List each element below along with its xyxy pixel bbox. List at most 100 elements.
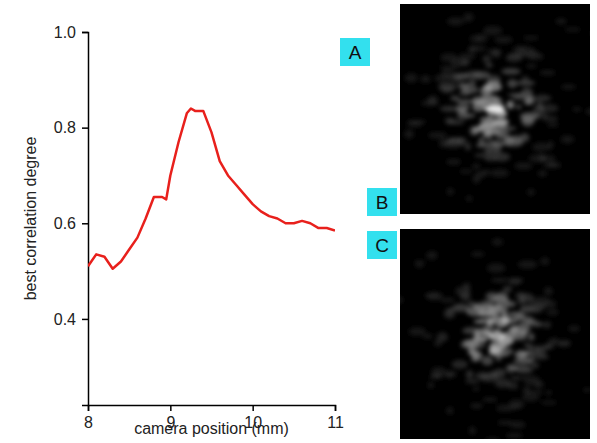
speckle: [465, 379, 480, 383]
speckle: [488, 112, 501, 118]
speckle: [507, 79, 517, 88]
x-tick-mark: [252, 405, 254, 411]
speckle: [405, 74, 418, 83]
speckle: [534, 95, 551, 102]
y-tick: 0.4: [54, 311, 88, 328]
speckle: [561, 84, 576, 89]
speckle: [490, 169, 509, 178]
y-tick-label: 1.0: [54, 24, 76, 41]
y-axis: 0.4 0.6 0.8 1.0: [54, 24, 89, 406]
speckle: [440, 298, 455, 303]
speckle: [446, 407, 453, 415]
speckle: [521, 375, 540, 381]
speckle: [515, 104, 521, 110]
speckle: [462, 327, 482, 335]
speckle: [510, 333, 522, 339]
speckle: [541, 400, 557, 404]
speckle: [468, 80, 476, 88]
y-tick-label: 0.6: [54, 215, 76, 232]
speckle: [530, 112, 549, 118]
speckle: [427, 96, 435, 105]
speckle: [485, 63, 492, 68]
speckle: [420, 75, 430, 83]
speckle: [546, 309, 558, 315]
y-tick: 0.8: [54, 119, 88, 136]
axis-line: [89, 406, 336, 412]
speckle: [470, 35, 482, 43]
speckle: [473, 386, 479, 391]
data-line: [88, 109, 335, 269]
speckle: [527, 189, 535, 196]
speckle: [472, 164, 480, 170]
speckle: [537, 345, 555, 349]
speckle: [522, 393, 540, 401]
speckle: [539, 70, 556, 76]
speckle: [538, 170, 547, 177]
panel-label: B: [367, 188, 397, 216]
speckle: [487, 49, 502, 54]
speckle: [529, 154, 547, 162]
speckle: [507, 382, 518, 390]
panel-label-text: A: [349, 42, 362, 63]
x-tick-label: 11: [327, 414, 344, 431]
speckle: [460, 169, 473, 173]
speckle: [505, 138, 524, 147]
speckle: [466, 195, 472, 201]
speckle: [481, 356, 493, 365]
speckle: [543, 321, 551, 328]
speckle: [488, 332, 505, 341]
speckle: [586, 107, 590, 116]
speckle: [466, 370, 474, 379]
speckle: [460, 340, 470, 348]
speckle: [493, 316, 500, 322]
speckle: [408, 119, 427, 124]
speckle: [456, 99, 474, 103]
panel-label-text: C: [375, 235, 389, 256]
speckle: [524, 381, 542, 386]
panel-label: C: [367, 231, 397, 259]
speckle: [471, 351, 482, 357]
speckle: [472, 103, 486, 112]
speckle: [468, 301, 475, 306]
speckle: [482, 397, 497, 402]
speckle: [496, 323, 507, 327]
speckle: [552, 337, 559, 344]
speckle: [447, 17, 465, 25]
speckle: [532, 143, 551, 152]
speckle: [471, 356, 480, 362]
speckle: [428, 132, 447, 139]
speckle: [440, 106, 460, 112]
speckle: [404, 129, 414, 139]
panel-label-box: [340, 38, 370, 66]
speckle: [539, 104, 558, 112]
speckle: [543, 162, 561, 169]
speckle: [558, 340, 571, 347]
speckle: [461, 86, 479, 94]
y-axis-title: best correlation degree: [22, 137, 39, 301]
panel-label-text: B: [376, 192, 389, 213]
speckle: [508, 278, 524, 283]
speckle: [515, 350, 527, 359]
speckle: [483, 306, 490, 313]
speckle: [560, 135, 574, 143]
speckle: [525, 94, 534, 103]
panel-label: A: [340, 38, 370, 66]
speckle: [475, 372, 490, 379]
speckle: [565, 27, 581, 31]
y-tick-mark: [82, 127, 88, 129]
axis-line: [82, 33, 89, 406]
panel-label-box: [367, 231, 397, 259]
speckle: [491, 140, 504, 147]
speckle: [515, 292, 525, 299]
y-tick: 1.0: [54, 24, 88, 41]
speckle: [546, 390, 552, 395]
speckle: [494, 98, 502, 107]
speckle: [469, 427, 476, 435]
y-tick-mark: [82, 223, 88, 225]
y-tick-mark: [82, 319, 88, 321]
speckle: [506, 100, 514, 109]
y-tick-label: 0.4: [54, 311, 76, 328]
panel-label-box: [367, 188, 397, 216]
speckle: [474, 319, 485, 323]
speckle: [400, 297, 403, 304]
